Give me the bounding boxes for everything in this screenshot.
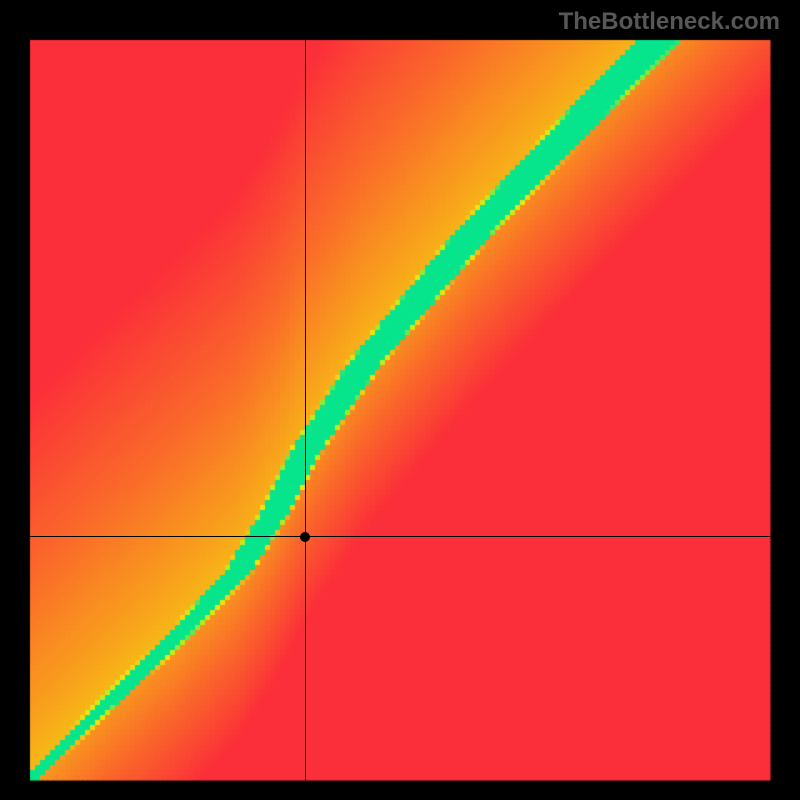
bottleneck-heatmap <box>0 0 800 800</box>
chart-container: TheBottleneck.com <box>0 0 800 800</box>
watermark-label: TheBottleneck.com <box>559 8 780 36</box>
crosshair-vertical <box>305 40 306 780</box>
crosshair-horizontal <box>30 536 770 537</box>
crosshair-marker <box>300 532 310 542</box>
